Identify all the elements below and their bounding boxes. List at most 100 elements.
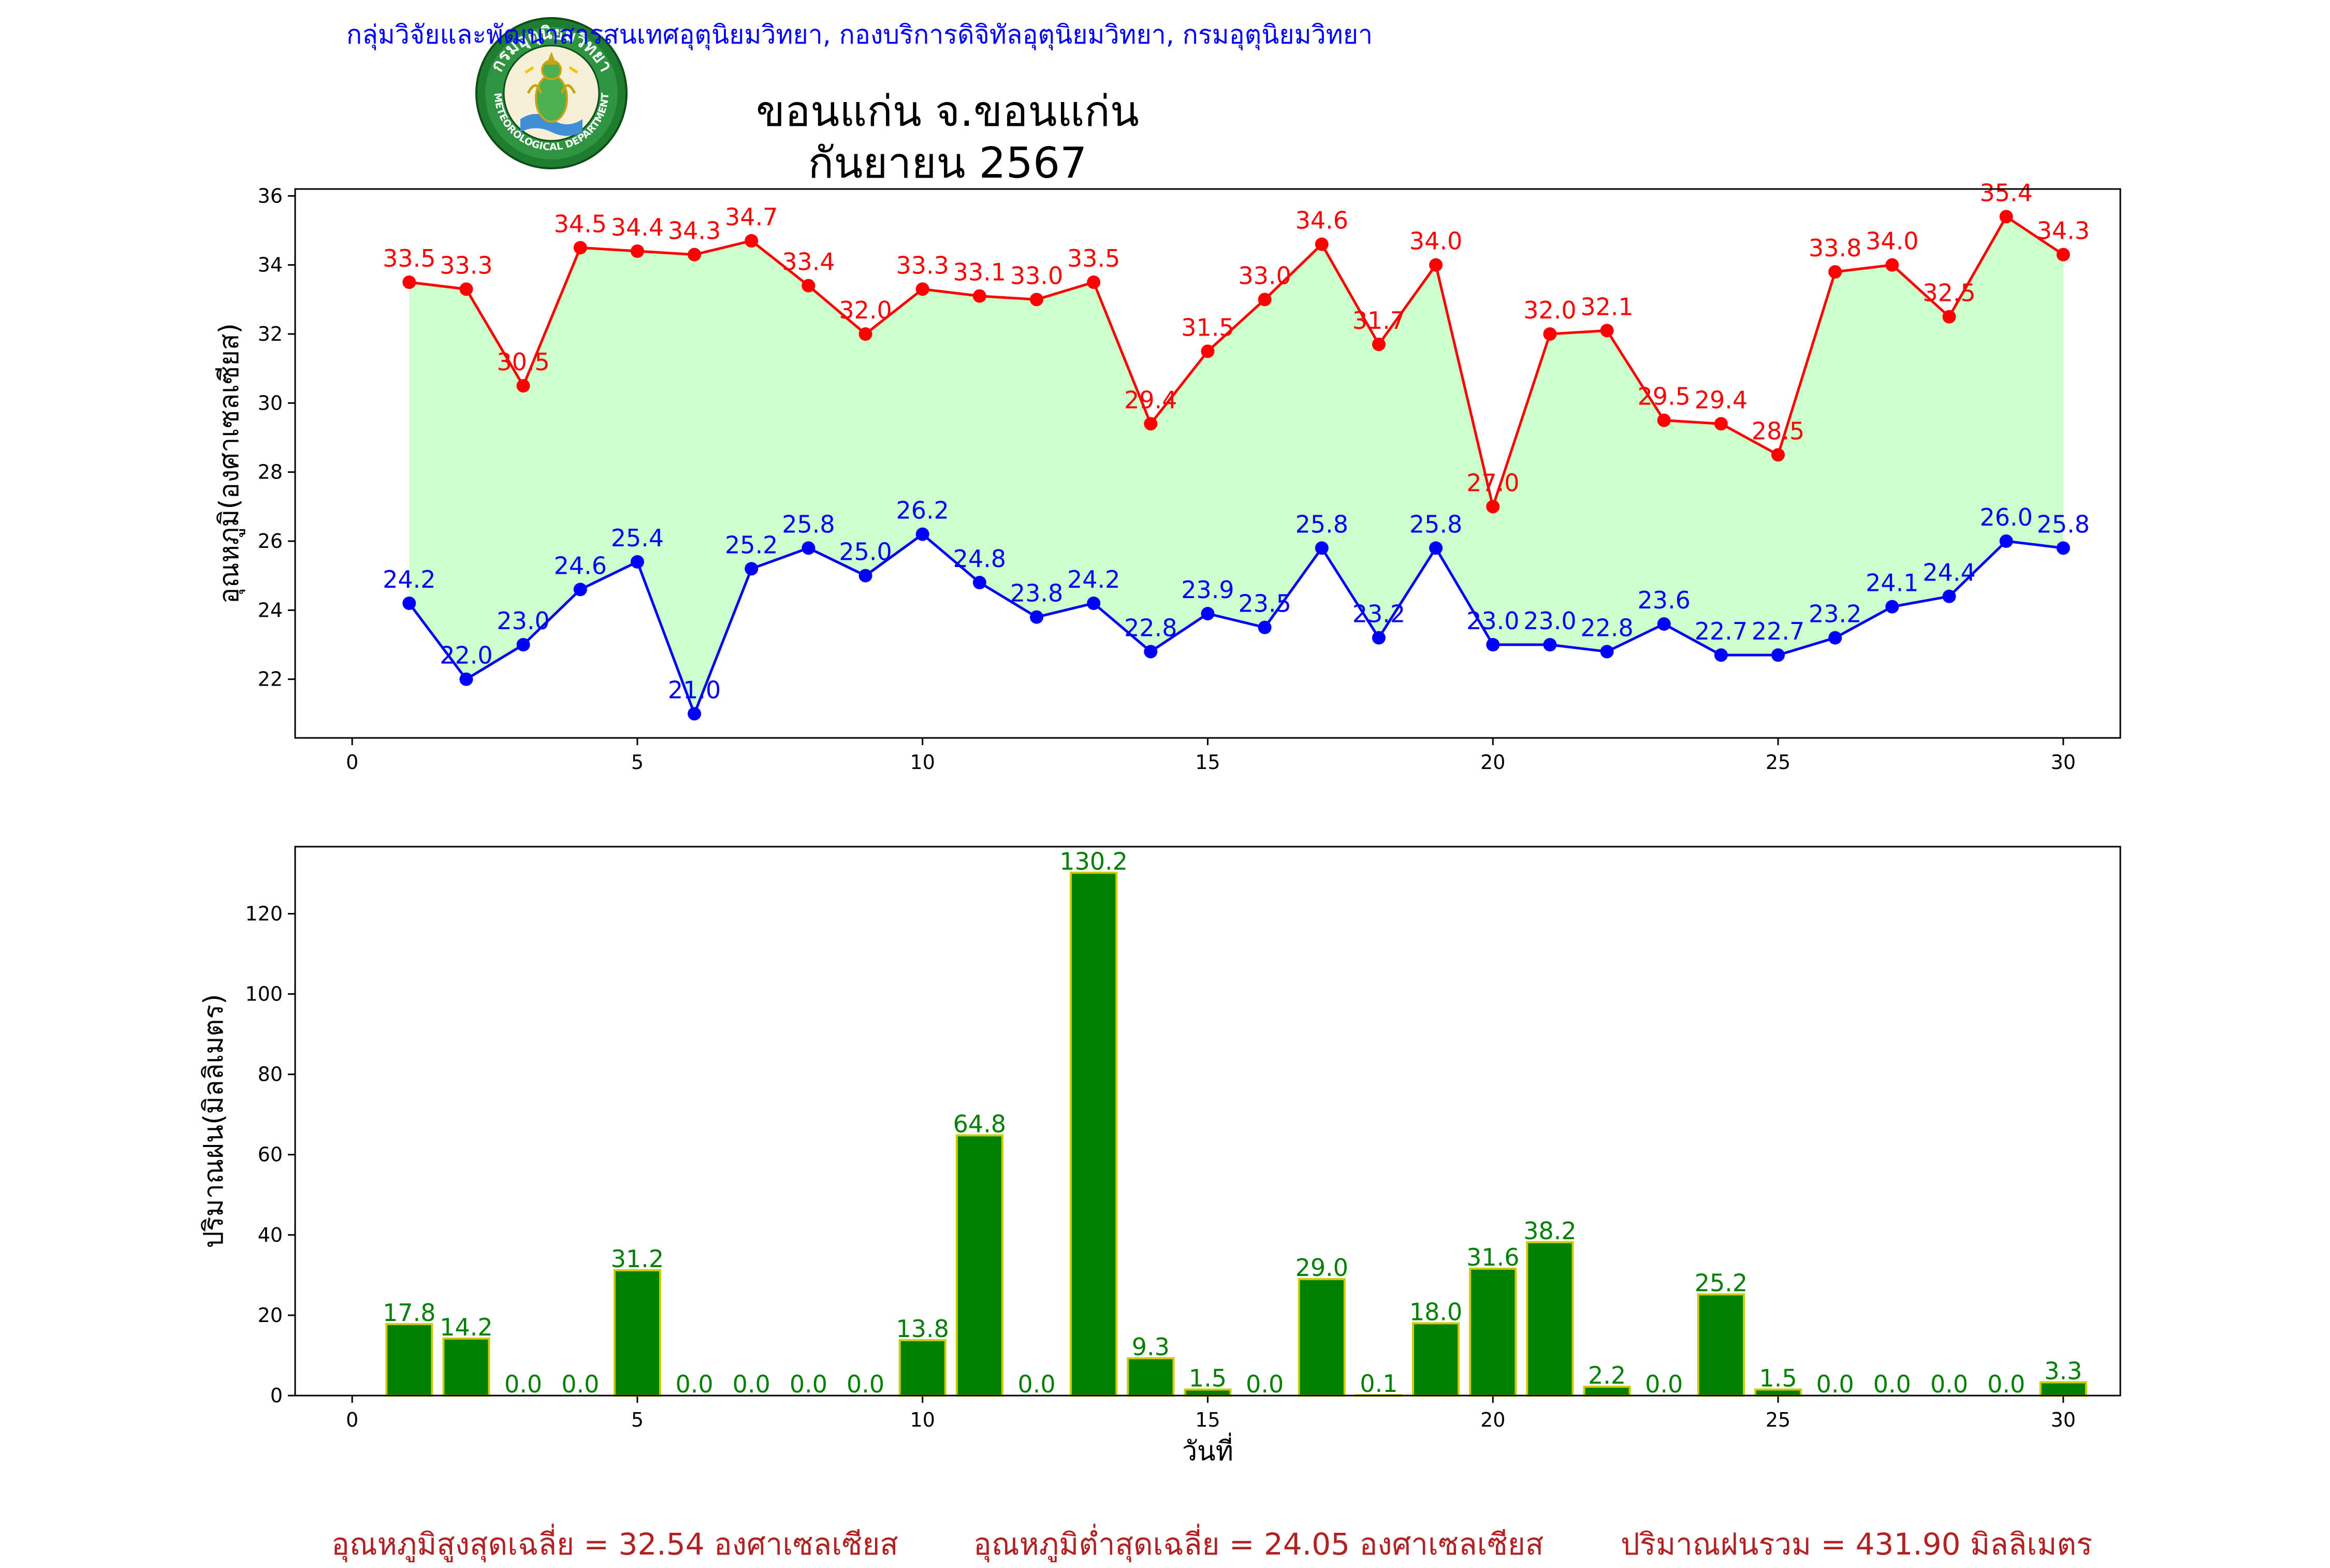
min-temperature-point — [1372, 631, 1386, 645]
min-temperature-data-label: 25.8 — [782, 510, 835, 538]
max-temperature-point — [1144, 417, 1158, 431]
max-temperature-point — [2056, 248, 2070, 262]
max-temperature-point — [1942, 310, 1956, 324]
min-temperature-data-label: 25.8 — [1295, 510, 1348, 538]
rainfall-data-label: 130.2 — [1059, 847, 1128, 875]
max-temperature-data-label: 33.5 — [383, 244, 435, 272]
max-temperature-point — [1258, 293, 1272, 307]
max-temperature-point — [1714, 417, 1728, 431]
min-temperature-point — [630, 555, 644, 569]
min-temperature-point — [1201, 607, 1215, 620]
max-temperature-data-label: 33.0 — [1238, 262, 1291, 289]
y-tick-label: 24 — [258, 599, 283, 621]
min-temperature-data-label: 23.2 — [1352, 600, 1405, 628]
max-temperature-data-label: 34.5 — [554, 210, 607, 238]
min-temperature-point — [1030, 610, 1044, 624]
min-temperature-data-label: 25.0 — [839, 538, 892, 566]
rainfall-data-label: 31.6 — [1466, 1243, 1519, 1271]
min-temperature-data-label: 24.2 — [383, 565, 435, 593]
min-temperature-data-label: 22.8 — [1124, 614, 1177, 642]
rainfall-data-label: 64.8 — [953, 1110, 1006, 1138]
max-temperature-data-label: 35.4 — [1979, 179, 2032, 207]
rainfall-data-label: 0.0 — [1987, 1370, 2025, 1398]
max-temperature-data-label: 34.3 — [668, 217, 721, 245]
min-temperature-point — [402, 597, 416, 610]
min-temperature-point — [688, 707, 702, 721]
max-temperature-data-label: 33.3 — [896, 251, 949, 279]
x-tick-label: 15 — [1195, 751, 1220, 774]
max-temperature-data-label: 33.4 — [782, 248, 835, 276]
min-temperature-data-label: 25.2 — [725, 531, 778, 559]
max-temperature-data-label: 31.7 — [1352, 307, 1405, 335]
min-temperature-data-label: 24.1 — [1866, 569, 1918, 597]
y-tick-label: 100 — [245, 983, 283, 1006]
x-tick-label: 20 — [1480, 1409, 1505, 1431]
rainfall-data-label: 38.2 — [1523, 1217, 1576, 1245]
min-temperature-point — [1999, 534, 2013, 548]
min-temperature-data-label: 24.2 — [1067, 565, 1120, 593]
max-temperature-point — [1315, 237, 1329, 251]
max-temperature-data-label: 31.5 — [1181, 313, 1234, 341]
rainfall-data-label: 0.0 — [733, 1370, 770, 1398]
min-temperature-data-label: 26.0 — [1979, 503, 2032, 531]
min-temperature-data-label: 23.5 — [1238, 590, 1291, 618]
min-temperature-point — [1600, 645, 1614, 659]
min-temperature-point — [1315, 541, 1329, 555]
rainfall-data-label: 31.2 — [611, 1245, 664, 1273]
min-temperature-line — [408, 532, 2064, 718]
min-temperature-point — [459, 672, 473, 686]
y-tick-label: 40 — [258, 1224, 283, 1246]
rainfall-data-label: 0.0 — [1873, 1370, 1911, 1398]
y-tick-label: 32 — [258, 323, 283, 345]
rainfall-data-label: 0.1 — [1360, 1370, 1397, 1398]
min-temperature-data-label: 24.6 — [554, 551, 607, 579]
y-tick-label: 20 — [258, 1304, 283, 1327]
max-temperature-point — [630, 244, 644, 258]
min-temperature-data-label: 22.0 — [440, 642, 492, 670]
rainfall-bar — [955, 1134, 1003, 1397]
max-temperature-point — [1030, 293, 1044, 307]
rainfall-data-label: 17.8 — [383, 1299, 435, 1327]
min-temperature-data-label: 23.9 — [1181, 576, 1234, 604]
rainfall-data-label: 3.3 — [2044, 1357, 2082, 1385]
min-temperature-point — [1144, 645, 1158, 659]
max-temperature-data-label: 34.0 — [1409, 227, 1462, 255]
min-temperature-point — [858, 569, 872, 583]
max-temperature-point — [1828, 265, 1842, 279]
min-temperature-data-label: 22.8 — [1580, 614, 1633, 642]
max-temperature-point — [1600, 324, 1614, 338]
max-temperature-point — [745, 234, 759, 248]
max-temperature-data-label: 29.5 — [1638, 383, 1691, 411]
rainfall-bar — [442, 1337, 490, 1397]
max-temperature-point — [972, 289, 986, 303]
y-tick-label: 28 — [258, 461, 283, 484]
rainfall-axes-frame — [294, 846, 2121, 1397]
min-temperature-point — [1087, 597, 1101, 610]
max-temperature-point — [915, 282, 929, 296]
max-temperature-point — [802, 279, 816, 293]
rainfall-data-label: 25.2 — [1695, 1269, 1748, 1297]
max-temperature-point — [1885, 258, 1899, 272]
rainfall-data-label: 29.0 — [1295, 1254, 1348, 1282]
x-tick-label: 0 — [346, 751, 358, 774]
average-max-temperature: อุณหภูมิสูงสุดเฉลี่ย = 32.54 องศาเซลเซีย… — [331, 1527, 898, 1562]
chart-title-month: กันยายน 2567 — [808, 139, 1087, 188]
rainfall-data-label: 13.8 — [896, 1315, 949, 1343]
rainfall-data-label: 0.0 — [1017, 1370, 1055, 1398]
min-temperature-point — [1429, 541, 1443, 555]
rainfall-data-label: 2.2 — [1588, 1361, 1626, 1389]
rainfall-data-label: 18.0 — [1409, 1298, 1462, 1326]
max-temperature-data-label: 33.1 — [953, 258, 1006, 286]
max-temperature-data-label: 27.0 — [1466, 469, 1519, 497]
max-temperature-point — [1201, 344, 1215, 358]
max-temperature-point — [1486, 500, 1500, 514]
max-temperature-point — [1657, 413, 1671, 427]
rainfall-plot: 0 5 10 15 20 25 30 0 20 40 60 80 100 120 17.814.2 0.0 0.… — [198, 846, 2121, 1467]
min-temperature-data-label: 25.8 — [1409, 510, 1462, 538]
temperature-axes-frame — [294, 188, 2121, 739]
max-temperature-data-label: 33.0 — [1010, 262, 1063, 289]
max-temperature-point — [573, 241, 587, 255]
min-temperature-point — [1543, 638, 1557, 651]
max-temperature-point — [1087, 275, 1101, 289]
rainfall-data-label: 0.0 — [790, 1370, 827, 1398]
